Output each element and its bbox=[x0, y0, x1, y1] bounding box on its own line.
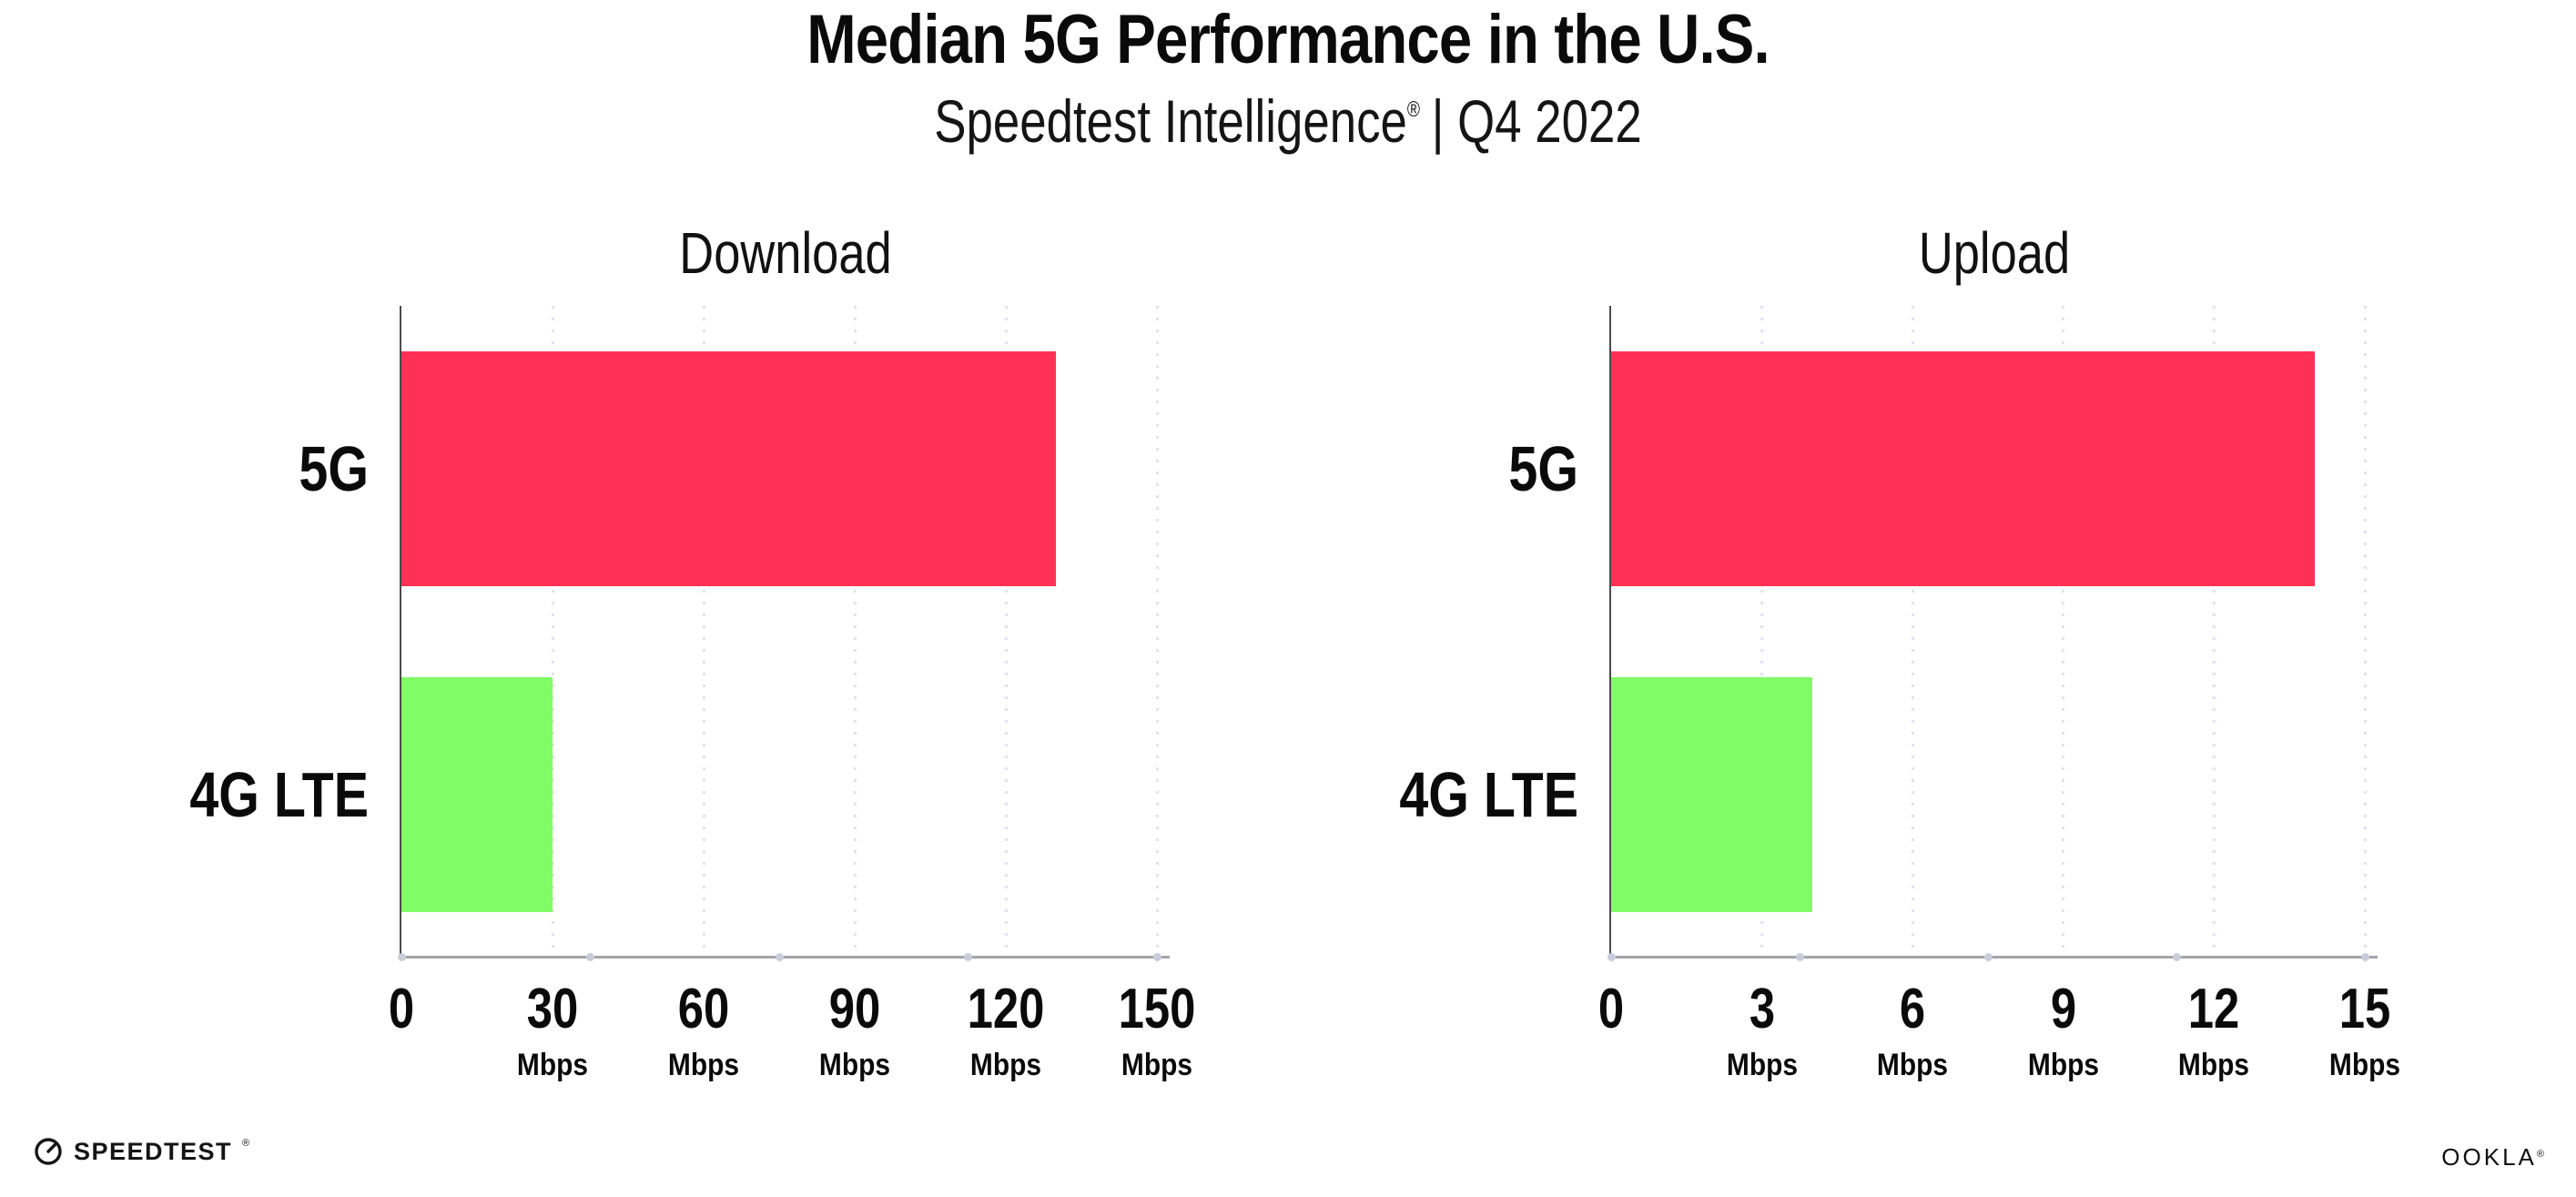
tick-label: 60 bbox=[677, 978, 730, 1040]
tick-label: 120 bbox=[967, 978, 1045, 1040]
tick-label: 30 bbox=[526, 978, 579, 1040]
axis-minor-tick-dot bbox=[964, 953, 972, 961]
tick-unit-label: Mbps bbox=[969, 1048, 1042, 1082]
tick-label: 3 bbox=[1749, 978, 1775, 1040]
x-axis bbox=[1609, 956, 2378, 959]
gridline bbox=[702, 306, 705, 954]
speedtest-wordmark: SPEEDTEST bbox=[74, 1137, 233, 1165]
y-axis bbox=[400, 306, 401, 959]
tick-label: 12 bbox=[2188, 978, 2240, 1040]
ookla-registered-mark: ® bbox=[2536, 1149, 2547, 1160]
tick-label: 9 bbox=[2050, 978, 2076, 1040]
tick-unit-label: Mbps bbox=[1877, 1048, 1949, 1082]
tick-unit-label: Mbps bbox=[2328, 1048, 2401, 1082]
axis-minor-tick-dot bbox=[1983, 953, 1993, 961]
bar-4g-lte bbox=[401, 677, 553, 912]
speedtest-registered-mark: ® bbox=[242, 1138, 250, 1149]
ookla-logo: OOKLA® bbox=[2441, 1143, 2547, 1172]
category-label-5g: 5G bbox=[1508, 433, 1578, 504]
bar-5g bbox=[401, 351, 1057, 586]
tick-label: 0 bbox=[1597, 978, 1625, 1040]
axis-minor-tick-dot bbox=[2172, 953, 2181, 961]
tick-label: 150 bbox=[1118, 978, 1196, 1040]
tick-unit-label: Mbps bbox=[2027, 1048, 2099, 1082]
axis-minor-tick-dot bbox=[1607, 953, 1616, 961]
gridline bbox=[1155, 306, 1159, 954]
category-label-5g: 5G bbox=[299, 433, 369, 504]
axis-minor-tick-dot bbox=[1152, 953, 1161, 961]
panel-title-upload: Upload bbox=[1918, 220, 2071, 286]
tick-unit-label: Mbps bbox=[1121, 1048, 1193, 1082]
gridline bbox=[2212, 306, 2216, 954]
tick-label: 0 bbox=[388, 978, 415, 1040]
gridline bbox=[2062, 306, 2065, 954]
category-label-4g-lte: 4G LTE bbox=[1399, 759, 1578, 830]
axis-minor-tick-dot bbox=[586, 953, 594, 961]
tick-unit-label: Mbps bbox=[516, 1048, 589, 1082]
speedtest-logo: SPEEDTEST ® bbox=[33, 1136, 249, 1167]
tick-unit-label: Mbps bbox=[2178, 1048, 2250, 1082]
axis-minor-tick-dot bbox=[775, 953, 784, 961]
panel-title-download: Download bbox=[679, 220, 892, 286]
ookla-wordmark: OOKLA bbox=[2441, 1143, 2537, 1171]
bar-4g-lte bbox=[1611, 677, 1812, 912]
tick-unit-label: Mbps bbox=[1726, 1048, 1798, 1082]
speedtest-gauge-icon bbox=[35, 1138, 62, 1165]
tick-label: 15 bbox=[2338, 978, 2391, 1040]
axis-minor-tick-dot bbox=[2360, 953, 2369, 961]
tick-label: 6 bbox=[1900, 978, 1926, 1040]
axis-minor-tick-dot bbox=[397, 953, 406, 961]
subtitle-period: | Q4 2022 bbox=[1431, 87, 1642, 155]
axis-minor-tick-dot bbox=[1795, 953, 1804, 961]
gridline bbox=[1911, 306, 1914, 954]
category-label-4g-lte: 4G LTE bbox=[189, 759, 369, 830]
gridline bbox=[1004, 306, 1008, 954]
tick-label: 90 bbox=[828, 978, 881, 1040]
gridline bbox=[1760, 306, 1764, 954]
y-axis bbox=[1609, 306, 1611, 959]
tick-unit-label: Mbps bbox=[667, 1048, 740, 1082]
gridline bbox=[2363, 306, 2367, 954]
gridline bbox=[551, 306, 554, 954]
gridline bbox=[853, 306, 857, 954]
bar-5g bbox=[1611, 351, 2315, 586]
page-title: Median 5G Performance in the U.S. bbox=[806, 1, 1770, 78]
x-axis bbox=[400, 956, 1170, 959]
registered-trademark-icon: ® bbox=[1406, 97, 1420, 122]
subtitle-brand: Speedtest Intelligence bbox=[934, 87, 1407, 155]
tick-unit-label: Mbps bbox=[818, 1048, 891, 1082]
page-subtitle: Speedtest Intelligence® | Q4 2022 bbox=[258, 87, 2318, 169]
